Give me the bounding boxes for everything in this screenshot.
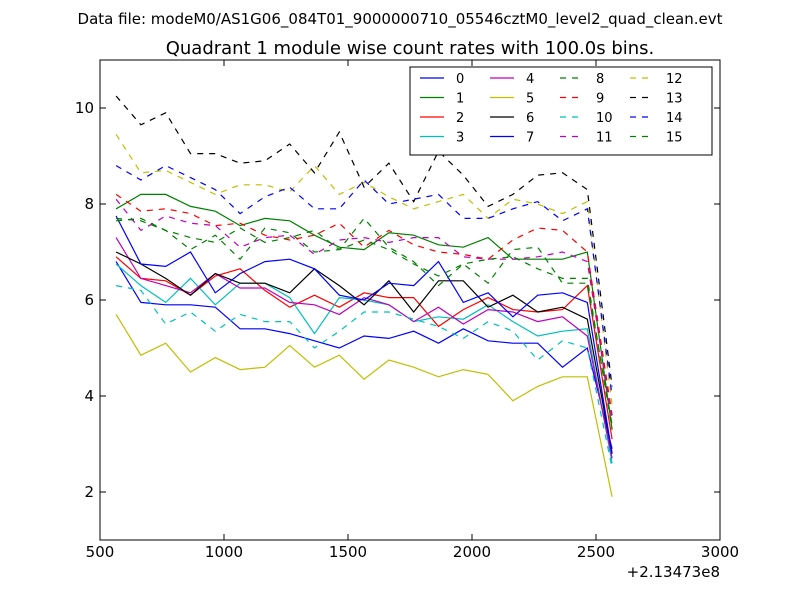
series-line-12 [115,134,613,406]
y-tick-label: 2 [84,483,94,501]
x-tick-label: 1500 [329,543,367,561]
series-line-5 [115,314,613,497]
series-line-14 [115,164,613,397]
y-tick-label: 6 [84,291,94,309]
series-line-7 [115,215,613,454]
legend-label-1: 1 [456,92,464,107]
legend-label-10: 10 [596,111,613,126]
series-line-6 [115,251,613,454]
legend-label-4: 4 [526,72,534,87]
legend-label-11: 11 [596,131,613,146]
series-line-3 [115,263,613,464]
suptitle: Data file: modeM0/AS1G06_084T01_90000007… [78,10,723,29]
plot-lines [115,95,613,497]
series-line-15 [116,217,613,430]
legend-frame [409,66,713,156]
legend-label-6: 6 [526,111,534,126]
legend-label-0: 0 [456,72,464,87]
legend-label-9: 9 [596,92,604,107]
x-tick-label: 3000 [701,543,739,561]
series-line-1 [115,193,613,430]
legend-label-15: 15 [666,131,683,146]
series-line-13 [115,95,613,387]
legend-label-7: 7 [526,131,534,146]
chart-title: Quadrant 1 module wise count rates with … [166,38,655,59]
legend-label-3: 3 [456,131,464,146]
y-tick-label: 10 [75,99,94,117]
legend-label-12: 12 [666,72,683,87]
series-line-0 [115,261,613,449]
x-offset-label: +2.13473e8 [627,563,720,581]
x-tick-label: 500 [86,543,115,561]
legend-label-8: 8 [596,72,604,87]
legend-label-13: 13 [666,92,683,107]
series-line-2 [115,256,613,440]
series-line-8 [116,217,613,425]
x-tick-label: 2500 [577,543,615,561]
y-tick-label: 8 [84,195,94,213]
series-line-10 [115,285,613,469]
legend-label-2: 2 [456,111,464,126]
legend-label-5: 5 [526,92,534,107]
legend-label-14: 14 [666,111,683,126]
x-tick-label: 1000 [205,543,243,561]
y-tick-label: 4 [84,387,94,405]
series-line-11 [115,198,613,421]
series-line-9 [115,193,613,416]
series-line-4 [115,237,613,459]
x-tick-label: 2000 [453,543,491,561]
